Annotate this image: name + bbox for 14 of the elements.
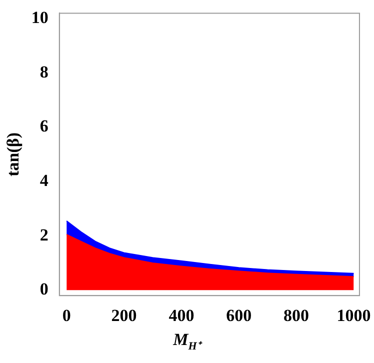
y-tick-label: 6 xyxy=(40,116,48,136)
x-tick-label: 800 xyxy=(284,306,310,326)
y-tick-label: 10 xyxy=(31,8,48,28)
y-tick-label: 8 xyxy=(40,62,48,82)
y-tick-label: 4 xyxy=(40,170,49,190)
x-tick-label: 1000 xyxy=(336,306,371,326)
y-tick-label: 2 xyxy=(40,225,48,244)
x-tick-label: 400 xyxy=(168,306,194,326)
x-axis-title: M$_{H⁺}$ xyxy=(172,330,204,352)
x-tick-label: 600 xyxy=(226,306,252,326)
y-tick-label: 0 xyxy=(40,280,48,299)
y-axis-title: tan(β) xyxy=(4,132,23,176)
x-tick-label: 200 xyxy=(111,306,137,326)
x-tick-label: 0 xyxy=(62,306,71,326)
